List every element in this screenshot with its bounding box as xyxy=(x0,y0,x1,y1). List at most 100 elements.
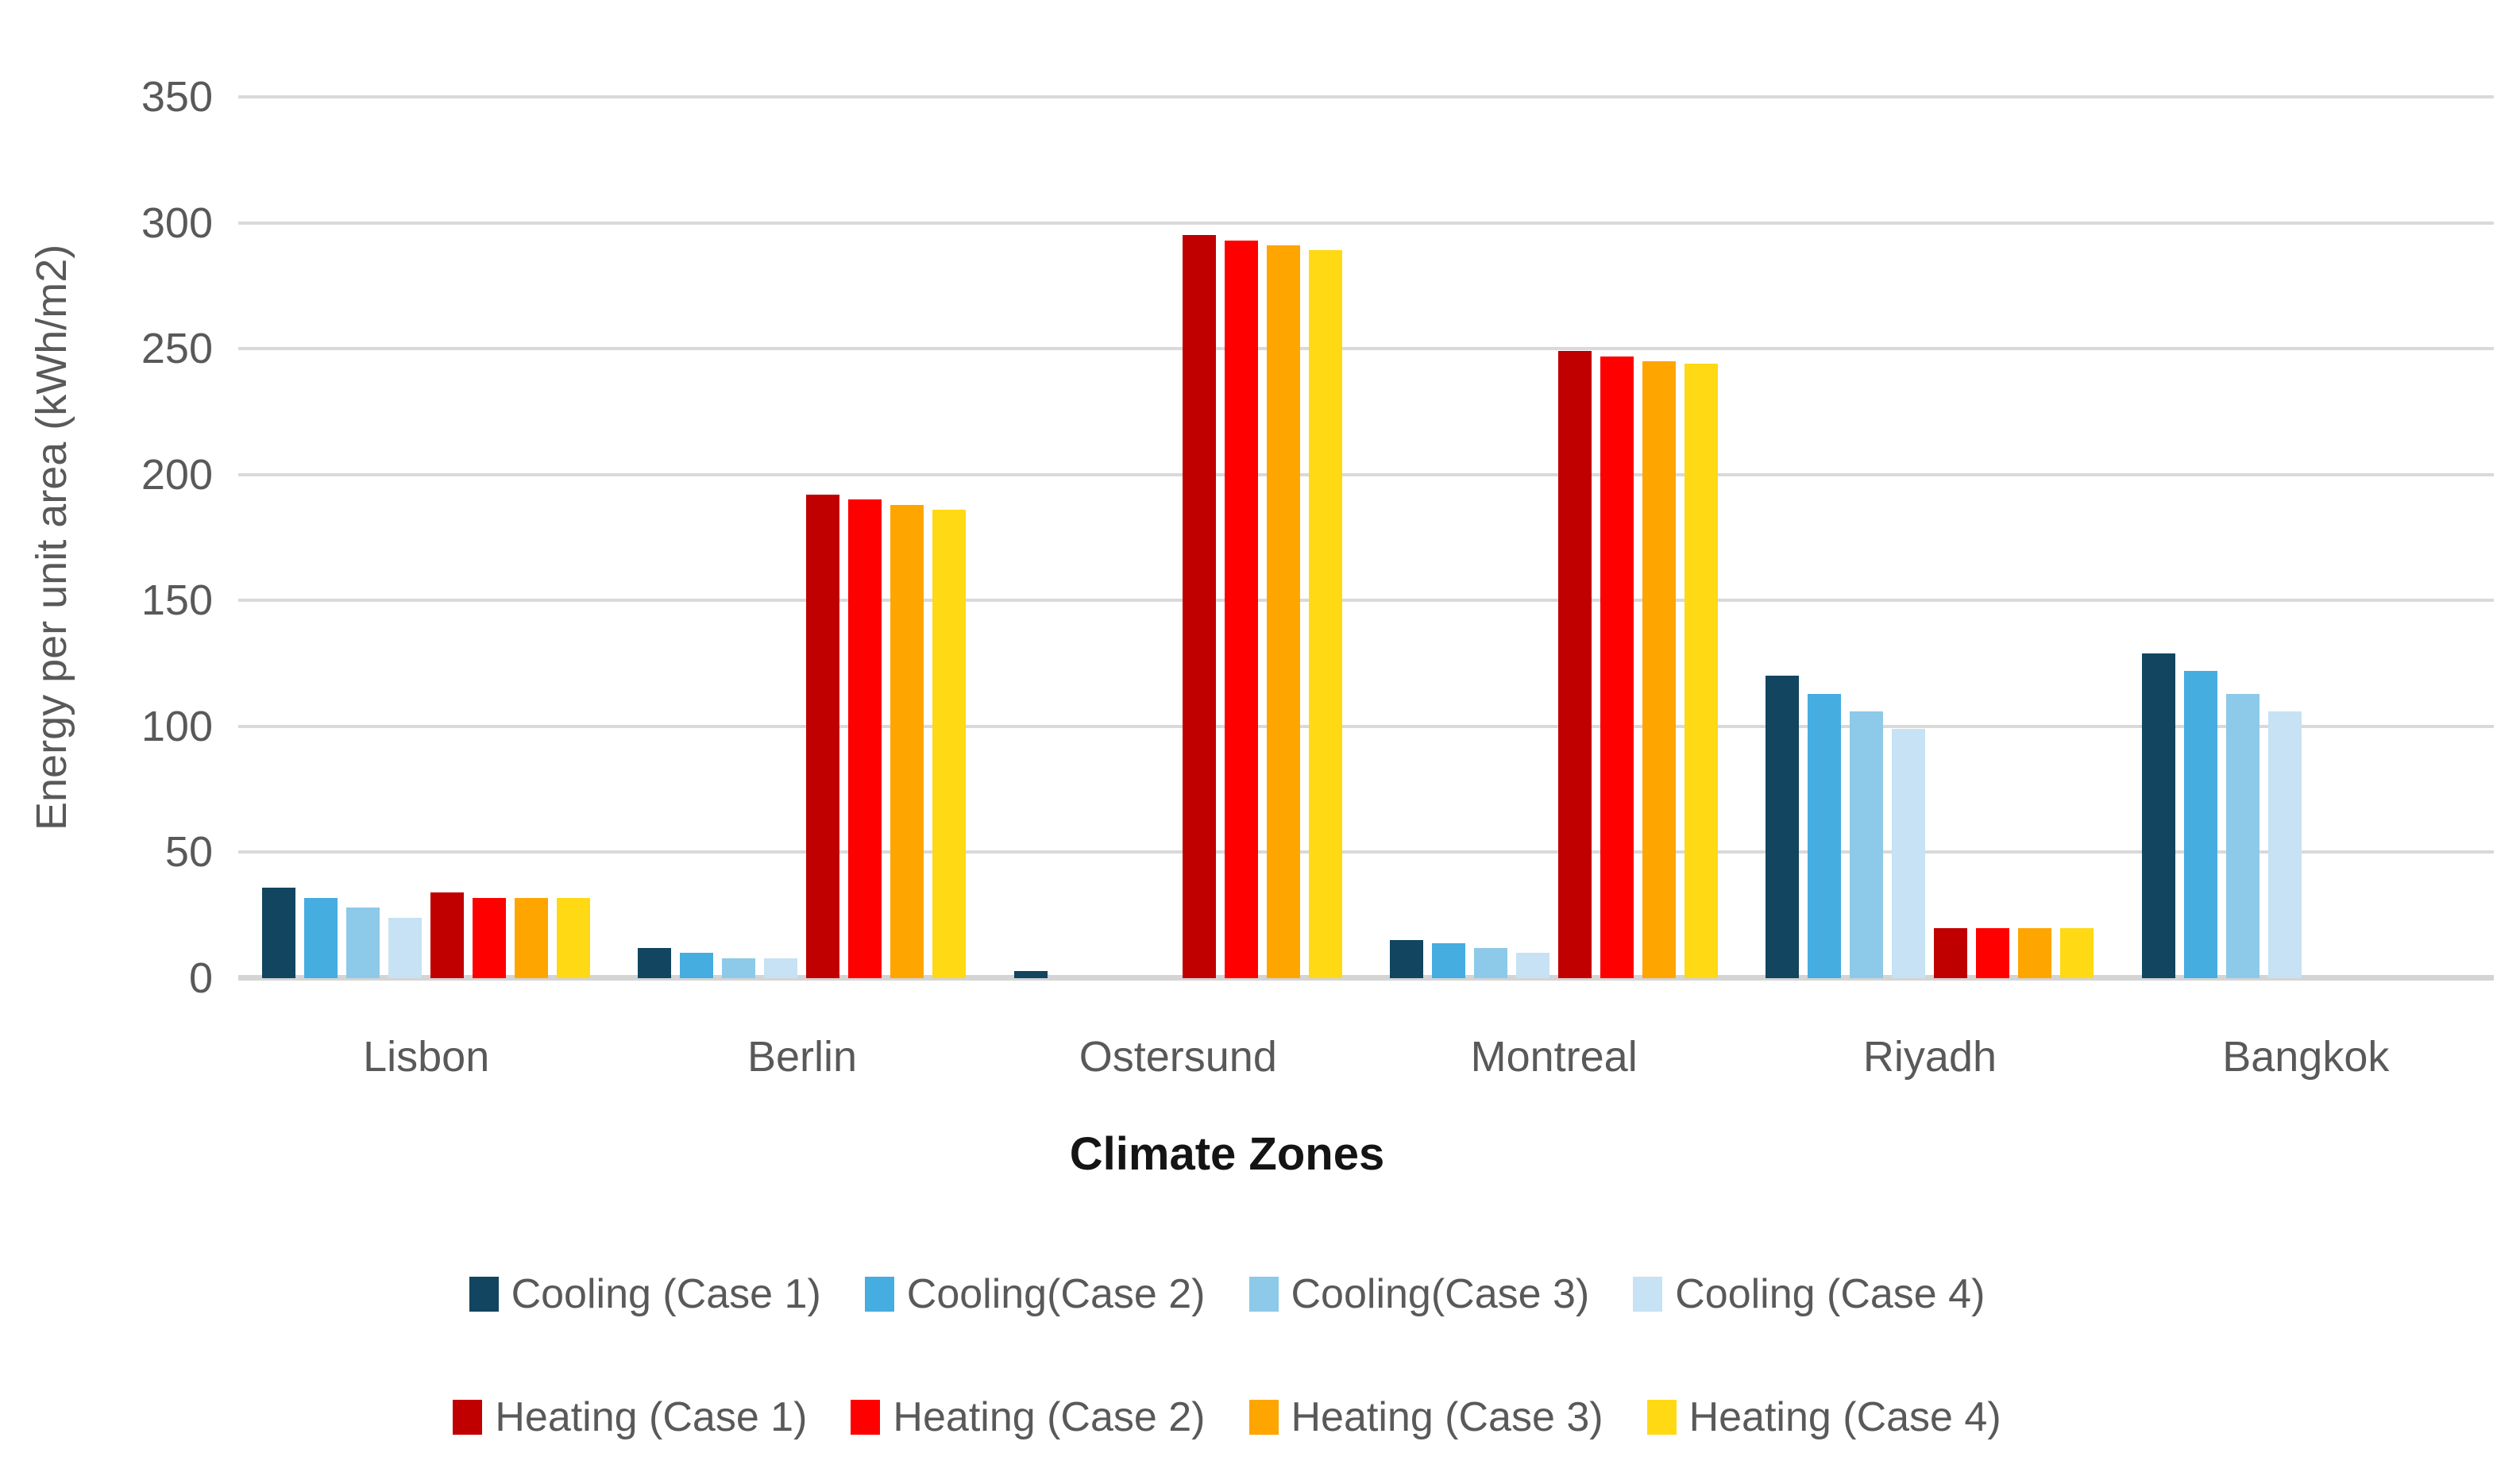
x-axis-title: Climate Zones xyxy=(1069,1128,1385,1180)
y-tick-label-250: 250 xyxy=(141,325,213,373)
bar-berlin-heating-case-2- xyxy=(848,499,882,978)
bar-montreal-cooling-case-3- xyxy=(1474,947,1508,978)
bar-bangkok-cooling-case-3- xyxy=(2225,693,2260,978)
bar-ostersund-heating-case-3- xyxy=(1266,245,1300,978)
x-category-label-montreal: Montreal xyxy=(1470,1033,1638,1081)
x-category-label-riyadh: Riyadh xyxy=(1862,1033,1997,1081)
x-category-label-ostersund: Ostersund xyxy=(1079,1033,1277,1081)
x-axis-category-labels: Lisbon Berlin Ostersund Montreal Riyadh Bangk… xyxy=(238,1032,2494,1081)
gridline-350 xyxy=(238,95,2494,98)
bar-riyadh-heating-case-2- xyxy=(1976,927,2010,978)
legend-item-cooling-case-3-: Cooling(Case 3) xyxy=(1248,1270,1590,1318)
y-tick-label-200: 200 xyxy=(141,450,213,499)
bar-berlin-cooling-case-4- xyxy=(764,958,798,978)
legend-row-2: Heating (Case 1) Heating (Case 2) Heating … xyxy=(0,1393,2454,1441)
legend-swatch-icon xyxy=(1248,1400,1279,1435)
legend-swatch-icon xyxy=(469,1277,499,1312)
bar-ostersund-heating-case-4- xyxy=(1308,250,1342,978)
bar-group-berlin xyxy=(614,97,990,978)
legend-item-cooling-case-1-: Cooling (Case 1) xyxy=(469,1270,821,1318)
legend-swatch-icon xyxy=(1633,1277,1663,1312)
bar-lisbon-heating-case-1- xyxy=(430,892,465,978)
bar-montreal-cooling-case-2- xyxy=(1432,942,1466,978)
legend-label: Cooling (Case 4) xyxy=(1675,1271,1986,1317)
y-tick-label-50: 50 xyxy=(164,828,213,877)
legend-label: Cooling(Case 3) xyxy=(1291,1271,1590,1317)
bar-lisbon-heating-case-3- xyxy=(515,897,549,978)
bar-bangkok-cooling-case-1- xyxy=(2141,653,2175,978)
bar-montreal-heating-case-1- xyxy=(1558,351,1592,978)
y-tick-label-100: 100 xyxy=(141,702,213,750)
legend-label: Heating (Case 2) xyxy=(893,1394,1206,1440)
bar-riyadh-cooling-case-4- xyxy=(1892,729,1926,978)
legend-item-heating-case-4-: Heating (Case 4) xyxy=(1646,1393,2001,1441)
legend-label: Heating (Case 1) xyxy=(495,1394,808,1440)
gridline-50 xyxy=(238,850,2494,854)
bar-group-ostersund xyxy=(990,97,1366,978)
x-category-label-lisbon: Lisbon xyxy=(363,1033,490,1081)
bar-lisbon-cooling-case-1- xyxy=(262,887,296,978)
bar-lisbon-cooling-case-2- xyxy=(304,897,338,978)
bar-montreal-heating-case-4- xyxy=(1685,364,1719,978)
y-tick-label-150: 150 xyxy=(141,576,213,625)
legend-item-heating-case-2-: Heating (Case 2) xyxy=(851,1393,1206,1441)
bar-group-bangkok xyxy=(2118,97,2494,978)
bar-lisbon-cooling-case-3- xyxy=(346,908,380,978)
bar-ostersund-heating-case-1- xyxy=(1182,235,1216,978)
bar-lisbon-heating-case-4- xyxy=(557,897,591,978)
legend-label: Heating (Case 3) xyxy=(1291,1394,1603,1440)
bar-montreal-cooling-case-1- xyxy=(1390,940,1424,978)
bar-ostersund-cooling-case-1- xyxy=(1013,970,1048,978)
gridline-300 xyxy=(238,221,2494,225)
y-axis-tick-labels: 0 50 100 150 200 250 300 350 xyxy=(0,75,213,1000)
plot-area xyxy=(238,95,2494,981)
legend-swatch-icon xyxy=(864,1277,894,1312)
x-category-label-berlin: Berlin xyxy=(747,1033,858,1081)
legend-swatch-icon xyxy=(1646,1400,1677,1435)
bar-berlin-cooling-case-2- xyxy=(680,953,714,978)
bar-lisbon-heating-case-2- xyxy=(473,897,507,978)
bar-berlin-heating-case-1- xyxy=(806,495,840,978)
bar-montreal-cooling-case-4- xyxy=(1516,953,1550,978)
bar-ostersund-heating-case-2- xyxy=(1224,240,1258,978)
y-tick-label-300: 300 xyxy=(141,198,213,247)
y-tick-label-350: 350 xyxy=(141,73,213,121)
bar-group-montreal xyxy=(1366,97,1742,978)
legend-row-1: Cooling (Case 1) Cooling(Case 2) Cooling(C… xyxy=(0,1270,2454,1318)
legend-swatch-icon xyxy=(453,1400,483,1435)
bar-berlin-cooling-case-1- xyxy=(638,947,672,978)
bar-group-riyadh xyxy=(1742,97,2117,978)
x-category-label-bangkok: Bangkok xyxy=(2222,1033,2390,1081)
gridline-250 xyxy=(238,347,2494,351)
gridline-200 xyxy=(238,472,2494,476)
legend-item-cooling-case-4-: Cooling (Case 4) xyxy=(1633,1270,1985,1318)
legend-label: Heating (Case 4) xyxy=(1688,1394,2001,1440)
bar-group-lisbon xyxy=(238,97,614,978)
legend-swatch-icon xyxy=(1248,1277,1279,1312)
bar-lisbon-cooling-case-4- xyxy=(388,917,423,978)
bar-berlin-cooling-case-3- xyxy=(722,958,756,978)
bar-riyadh-cooling-case-1- xyxy=(1766,676,1800,978)
bar-berlin-heating-case-4- xyxy=(932,510,967,978)
bar-berlin-heating-case-3- xyxy=(890,504,924,978)
bar-riyadh-heating-case-4- xyxy=(2060,927,2094,978)
legend-item-heating-case-1-: Heating (Case 1) xyxy=(453,1393,807,1441)
bar-riyadh-cooling-case-3- xyxy=(1850,711,1884,978)
x-axis-line xyxy=(238,975,2494,981)
legend-item-heating-case-3-: Heating (Case 3) xyxy=(1248,1393,1603,1441)
legend-label: Cooling (Case 1) xyxy=(511,1271,821,1317)
bar-montreal-heating-case-3- xyxy=(1642,361,1677,978)
bar-riyadh-heating-case-3- xyxy=(2018,927,2052,978)
bar-bangkok-cooling-case-4- xyxy=(2267,711,2302,978)
gridline-100 xyxy=(238,724,2494,728)
y-tick-label-0: 0 xyxy=(188,954,213,1002)
bar-montreal-heating-case-2- xyxy=(1600,356,1634,978)
bar-riyadh-heating-case-1- xyxy=(1934,927,1968,978)
legend-item-cooling-case-2-: Cooling(Case 2) xyxy=(864,1270,1206,1318)
bar-riyadh-cooling-case-2- xyxy=(1808,693,1842,978)
legend-swatch-icon xyxy=(851,1400,881,1435)
gridline-150 xyxy=(238,599,2494,603)
legend-label: Cooling(Case 2) xyxy=(906,1271,1206,1317)
bar-groups xyxy=(238,97,2494,978)
